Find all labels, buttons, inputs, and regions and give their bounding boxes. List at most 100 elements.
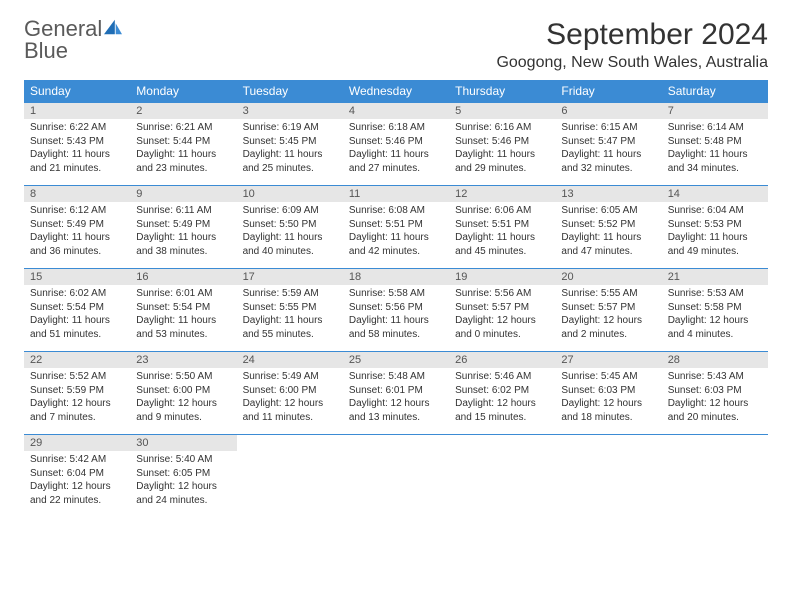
daynum-row: 891011121314 xyxy=(24,186,768,203)
day-cell: Sunrise: 6:15 AMSunset: 5:47 PMDaylight:… xyxy=(555,119,661,186)
daylight-line: Daylight: 12 hours and 24 minutes. xyxy=(136,480,230,507)
daynum-row: 1234567 xyxy=(24,103,768,120)
sunrise-line: Sunrise: 6:15 AM xyxy=(561,121,655,135)
day-cell: Sunrise: 5:49 AMSunset: 6:00 PMDaylight:… xyxy=(237,368,343,435)
sunrise-line: Sunrise: 5:40 AM xyxy=(136,453,230,467)
sunrise-line: Sunrise: 6:04 AM xyxy=(668,204,762,218)
day-cell: Sunrise: 5:46 AMSunset: 6:02 PMDaylight:… xyxy=(449,368,555,435)
day-cell: Sunrise: 6:19 AMSunset: 5:45 PMDaylight:… xyxy=(237,119,343,186)
day-number: 8 xyxy=(24,186,130,203)
day-number: 15 xyxy=(24,269,130,286)
day-cell: Sunrise: 6:11 AMSunset: 5:49 PMDaylight:… xyxy=(130,202,236,269)
daylight-line: Daylight: 12 hours and 20 minutes. xyxy=(668,397,762,424)
day-cell: Sunrise: 6:08 AMSunset: 5:51 PMDaylight:… xyxy=(343,202,449,269)
day-number: 30 xyxy=(130,435,236,452)
day-number: 1 xyxy=(24,103,130,120)
sunrise-line: Sunrise: 6:19 AM xyxy=(243,121,337,135)
day-number: 17 xyxy=(237,269,343,286)
sunset-line: Sunset: 5:50 PM xyxy=(243,218,337,232)
sunset-line: Sunset: 5:53 PM xyxy=(668,218,762,232)
day-number: 26 xyxy=(449,352,555,369)
sunset-line: Sunset: 6:00 PM xyxy=(243,384,337,398)
sunrise-line: Sunrise: 6:11 AM xyxy=(136,204,230,218)
sunset-line: Sunset: 5:56 PM xyxy=(349,301,443,315)
sunrise-line: Sunrise: 6:02 AM xyxy=(30,287,124,301)
sunrise-line: Sunrise: 5:43 AM xyxy=(668,370,762,384)
daylight-line: Daylight: 11 hours and 42 minutes. xyxy=(349,231,443,258)
day-header-cell: Thursday xyxy=(449,80,555,103)
day-number: 9 xyxy=(130,186,236,203)
day-number: 22 xyxy=(24,352,130,369)
day-cell xyxy=(343,451,449,517)
day-cell: Sunrise: 5:40 AMSunset: 6:05 PMDaylight:… xyxy=(130,451,236,517)
sunset-line: Sunset: 5:49 PM xyxy=(136,218,230,232)
day-number xyxy=(449,435,555,452)
day-cell: Sunrise: 6:12 AMSunset: 5:49 PMDaylight:… xyxy=(24,202,130,269)
sunrise-line: Sunrise: 5:50 AM xyxy=(136,370,230,384)
day-cell: Sunrise: 5:43 AMSunset: 6:03 PMDaylight:… xyxy=(662,368,768,435)
daylight-line: Daylight: 11 hours and 45 minutes. xyxy=(455,231,549,258)
day-number xyxy=(343,435,449,452)
day-number xyxy=(555,435,661,452)
sunrise-line: Sunrise: 6:16 AM xyxy=(455,121,549,135)
sunrise-line: Sunrise: 5:53 AM xyxy=(668,287,762,301)
sunset-line: Sunset: 5:45 PM xyxy=(243,135,337,149)
day-cell: Sunrise: 5:59 AMSunset: 5:55 PMDaylight:… xyxy=(237,285,343,352)
day-header-cell: Tuesday xyxy=(237,80,343,103)
sunset-line: Sunset: 6:03 PM xyxy=(561,384,655,398)
daylight-line: Daylight: 12 hours and 22 minutes. xyxy=(30,480,124,507)
day-cell: Sunrise: 6:05 AMSunset: 5:52 PMDaylight:… xyxy=(555,202,661,269)
day-number: 12 xyxy=(449,186,555,203)
day-cell xyxy=(555,451,661,517)
sunset-line: Sunset: 5:54 PM xyxy=(30,301,124,315)
page-header: General Blue September 2024 Googong, New… xyxy=(24,18,768,72)
daylight-line: Daylight: 11 hours and 23 minutes. xyxy=(136,148,230,175)
daylight-line: Daylight: 12 hours and 11 minutes. xyxy=(243,397,337,424)
sunrise-line: Sunrise: 5:55 AM xyxy=(561,287,655,301)
sunset-line: Sunset: 6:02 PM xyxy=(455,384,549,398)
day-number: 5 xyxy=(449,103,555,120)
day-cell: Sunrise: 6:01 AMSunset: 5:54 PMDaylight:… xyxy=(130,285,236,352)
day-header-row: SundayMondayTuesdayWednesdayThursdayFrid… xyxy=(24,80,768,103)
daylight-line: Daylight: 11 hours and 55 minutes. xyxy=(243,314,337,341)
logo: General Blue xyxy=(24,18,124,62)
day-number: 6 xyxy=(555,103,661,120)
day-cell: Sunrise: 5:58 AMSunset: 5:56 PMDaylight:… xyxy=(343,285,449,352)
sunset-line: Sunset: 5:55 PM xyxy=(243,301,337,315)
sunrise-line: Sunrise: 6:01 AM xyxy=(136,287,230,301)
daylight-line: Daylight: 11 hours and 29 minutes. xyxy=(455,148,549,175)
day-header-cell: Monday xyxy=(130,80,236,103)
day-number: 28 xyxy=(662,352,768,369)
daylight-line: Daylight: 12 hours and 2 minutes. xyxy=(561,314,655,341)
daylight-line: Daylight: 11 hours and 34 minutes. xyxy=(668,148,762,175)
day-number: 13 xyxy=(555,186,661,203)
sunrise-line: Sunrise: 6:18 AM xyxy=(349,121,443,135)
logo-word2: Blue xyxy=(24,40,124,62)
day-cell: Sunrise: 5:53 AMSunset: 5:58 PMDaylight:… xyxy=(662,285,768,352)
day-cell: Sunrise: 6:02 AMSunset: 5:54 PMDaylight:… xyxy=(24,285,130,352)
sunset-line: Sunset: 6:03 PM xyxy=(668,384,762,398)
day-cell: Sunrise: 6:09 AMSunset: 5:50 PMDaylight:… xyxy=(237,202,343,269)
sunrise-line: Sunrise: 5:48 AM xyxy=(349,370,443,384)
sunset-line: Sunset: 5:43 PM xyxy=(30,135,124,149)
sunset-line: Sunset: 5:48 PM xyxy=(668,135,762,149)
daylight-line: Daylight: 11 hours and 21 minutes. xyxy=(30,148,124,175)
sunrise-line: Sunrise: 5:52 AM xyxy=(30,370,124,384)
day-cell: Sunrise: 5:42 AMSunset: 6:04 PMDaylight:… xyxy=(24,451,130,517)
sunrise-line: Sunrise: 5:56 AM xyxy=(455,287,549,301)
sunset-line: Sunset: 6:05 PM xyxy=(136,467,230,481)
day-number: 14 xyxy=(662,186,768,203)
logo-sail-icon xyxy=(102,16,124,41)
sunset-line: Sunset: 5:44 PM xyxy=(136,135,230,149)
day-cell xyxy=(449,451,555,517)
daylight-line: Daylight: 11 hours and 47 minutes. xyxy=(561,231,655,258)
daylight-line: Daylight: 11 hours and 40 minutes. xyxy=(243,231,337,258)
day-number: 2 xyxy=(130,103,236,120)
sunrise-line: Sunrise: 5:46 AM xyxy=(455,370,549,384)
sunset-line: Sunset: 5:46 PM xyxy=(349,135,443,149)
content-row: Sunrise: 5:52 AMSunset: 5:59 PMDaylight:… xyxy=(24,368,768,435)
content-row: Sunrise: 6:22 AMSunset: 5:43 PMDaylight:… xyxy=(24,119,768,186)
day-number: 18 xyxy=(343,269,449,286)
day-number xyxy=(237,435,343,452)
day-cell: Sunrise: 6:18 AMSunset: 5:46 PMDaylight:… xyxy=(343,119,449,186)
